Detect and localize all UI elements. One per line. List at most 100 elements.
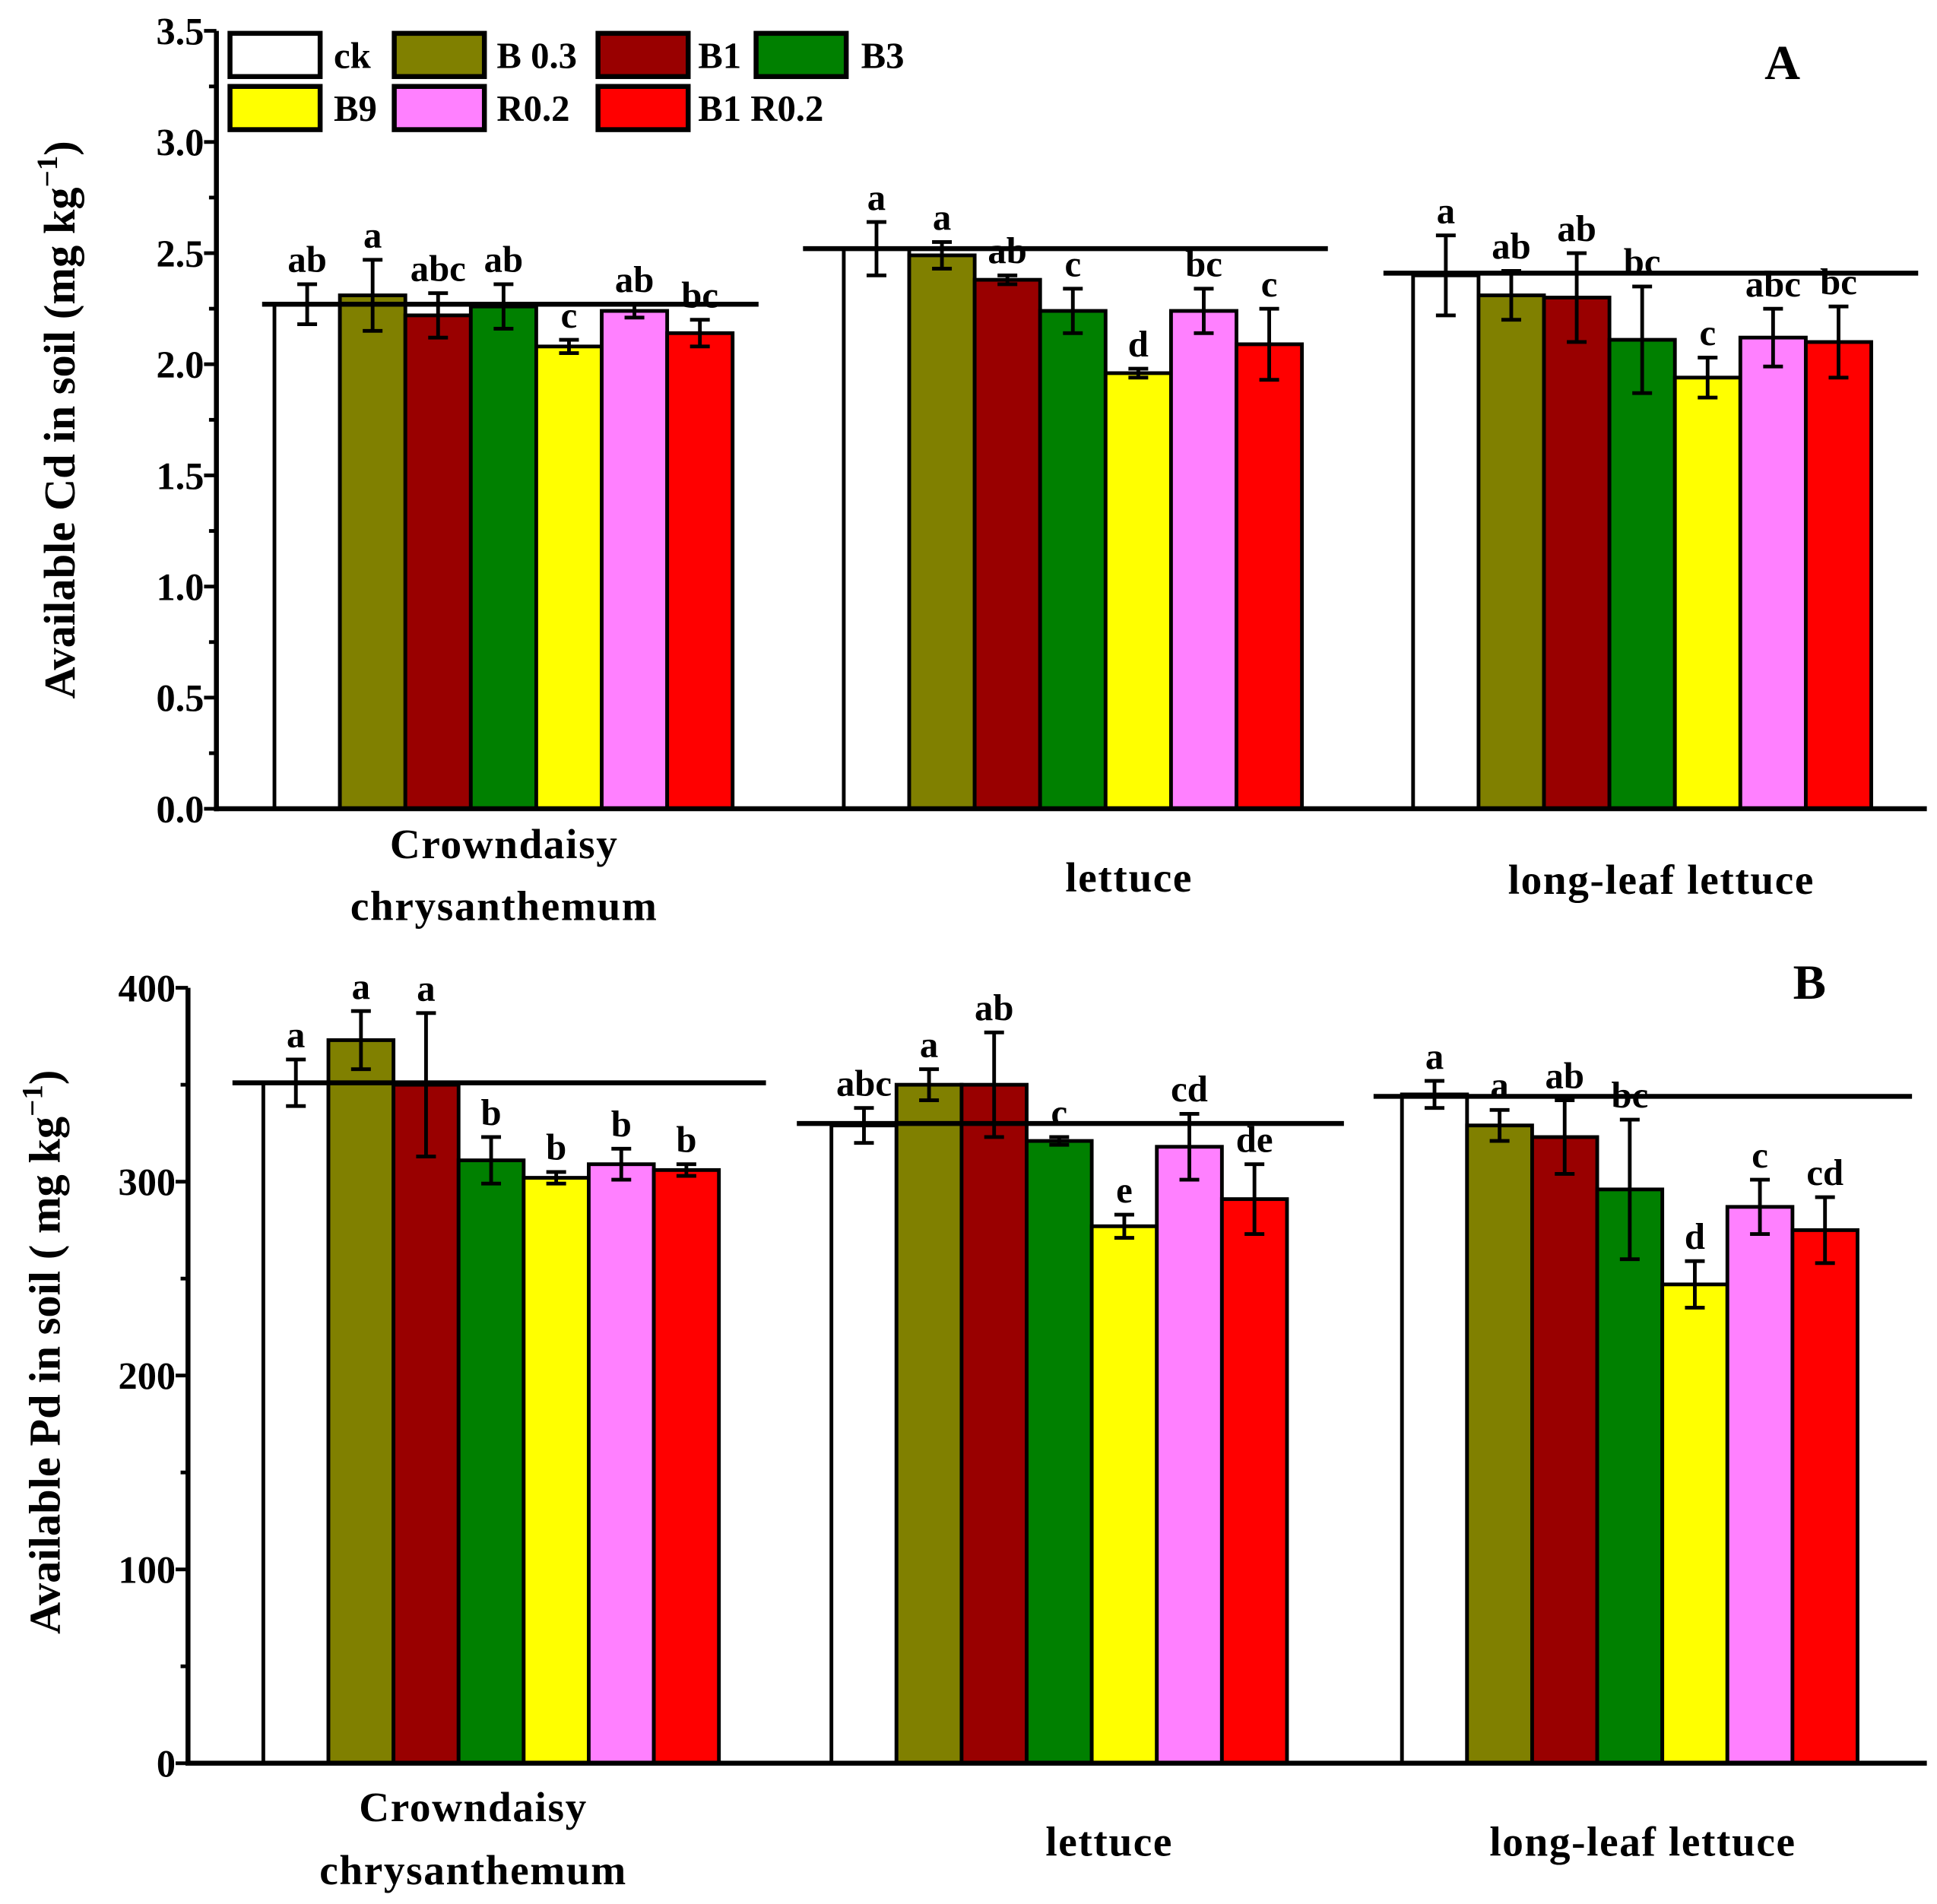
bar <box>1803 340 1873 811</box>
bar <box>522 1176 591 1766</box>
significance-letter: a <box>417 968 435 1009</box>
significance-letter: a <box>363 215 382 256</box>
legend: ck B 0.3 B1 B3 B9 R0.2 B1 R0.2 <box>227 30 905 132</box>
significance-letter: d <box>1128 324 1149 365</box>
bar <box>338 293 407 811</box>
bar <box>959 1082 1029 1766</box>
y-axis-label-sup: −1 <box>31 156 64 188</box>
significance-letter: a <box>1490 1065 1508 1106</box>
significance-letter: ab <box>287 239 326 280</box>
legend-label: B3 <box>861 35 905 76</box>
bar <box>261 1081 331 1766</box>
bar <box>468 304 538 811</box>
significance-letter: ab <box>484 239 523 280</box>
bar <box>1168 309 1238 811</box>
bar <box>600 309 670 811</box>
legend-label: R0.2 <box>496 88 569 129</box>
significance-letter: cd <box>1171 1069 1208 1110</box>
significance-letter: c <box>561 295 578 336</box>
y-tick-label: 100 <box>119 1549 176 1592</box>
legend-label: ck <box>334 35 372 76</box>
bar <box>894 1082 964 1766</box>
legend-swatch <box>227 30 323 79</box>
legend-label: B9 <box>334 88 377 129</box>
bar <box>1465 1123 1534 1766</box>
x-category-label: lettuce <box>1065 854 1193 901</box>
bar <box>1672 375 1742 811</box>
bar <box>1476 293 1546 811</box>
panel-label: B <box>1793 955 1826 1010</box>
x-category-label: Crowndaisy <box>359 1784 588 1830</box>
bar <box>842 246 911 811</box>
x-category-label: Crowndaisy <box>390 821 619 867</box>
bar <box>1411 273 1481 811</box>
legend-swatch <box>595 84 691 132</box>
y-axis-label-end: ) <box>20 1070 69 1085</box>
x-category-label: chrysanthemum <box>350 882 658 929</box>
bar <box>1038 309 1108 811</box>
bar <box>1219 1197 1289 1766</box>
y-tick-label: 200 <box>119 1355 176 1398</box>
significance-letter: b <box>480 1092 501 1133</box>
significance-letter: c <box>1752 1135 1768 1176</box>
significance-letter: a <box>920 1024 938 1065</box>
significance-letter: a <box>287 1015 305 1056</box>
bar <box>829 1123 899 1766</box>
legend-swatch <box>227 84 323 132</box>
bar <box>1738 335 1808 811</box>
bar <box>1790 1228 1859 1766</box>
significance-letter: a <box>933 197 951 238</box>
bar <box>1607 337 1677 811</box>
y-axis-label-text: Available Cd in soil (mg kg <box>35 187 84 699</box>
significance-letter: b <box>546 1127 566 1168</box>
significance-letter: c <box>1051 1092 1068 1133</box>
significance-letter: bc <box>1624 242 1661 283</box>
bar <box>651 1167 721 1766</box>
significance-letter: b <box>611 1104 632 1145</box>
y-tick-label: 1.5 <box>156 455 204 497</box>
y-tick-label: 3.5 <box>156 10 204 52</box>
bar <box>907 253 977 811</box>
bar <box>587 1162 656 1766</box>
bar <box>326 1038 396 1766</box>
legend-label: B1 <box>698 35 741 76</box>
x-category-label: chrysanthemum <box>319 1847 627 1893</box>
bar <box>1725 1205 1795 1766</box>
y-tick-label: 2.0 <box>156 344 204 386</box>
y-axis-label-end: ) <box>35 141 84 155</box>
y-tick-label: 0.0 <box>156 788 204 831</box>
significance-letter: ab <box>1492 226 1530 267</box>
y-tick-label: 2.5 <box>156 233 204 275</box>
significance-letter: c <box>1261 264 1278 305</box>
bar <box>1155 1145 1224 1766</box>
bar <box>1025 1139 1094 1766</box>
bar <box>1530 1135 1599 1766</box>
significance-letter: a <box>867 177 886 218</box>
bar <box>972 277 1042 811</box>
significance-letter: ab <box>615 259 654 300</box>
significance-letter: abc <box>836 1063 892 1104</box>
legend-swatch <box>595 30 691 79</box>
x-category-label: long-leaf lettuce <box>1489 1819 1796 1865</box>
bar <box>1103 371 1173 811</box>
significance-letter: ab <box>1557 208 1596 249</box>
bar <box>534 344 604 811</box>
significance-letter: abc <box>1745 264 1801 305</box>
y-axis-label: Available Cd in soil (mg kg−1) <box>31 141 84 699</box>
panel-label: A <box>1764 36 1800 90</box>
y-tick-label: 300 <box>119 1161 176 1204</box>
significance-letter: ab <box>1545 1055 1584 1096</box>
significance-letter: bc <box>681 275 718 316</box>
significance-letter: c <box>1064 244 1081 285</box>
bar <box>392 1082 461 1766</box>
significance-letter: ab <box>975 987 1013 1028</box>
significance-letter: a <box>1425 1036 1444 1077</box>
bar <box>1235 342 1305 811</box>
significance-letter: c <box>1699 312 1716 353</box>
bar <box>456 1158 526 1766</box>
bar <box>1400 1092 1469 1766</box>
significance-letter: e <box>1116 1170 1133 1211</box>
